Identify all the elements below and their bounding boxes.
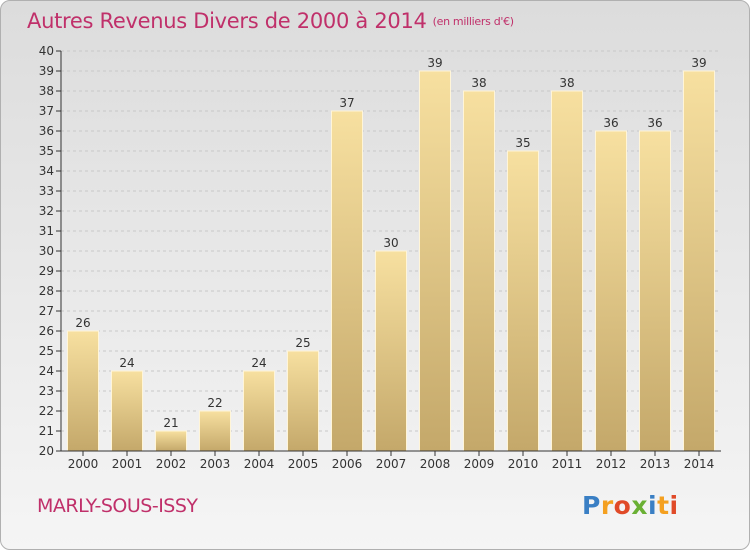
y-tick-label: 36 <box>39 124 54 138</box>
bar-2002 <box>155 430 187 452</box>
y-tick-label: 22 <box>39 404 54 418</box>
logo-letter: o <box>613 491 632 520</box>
x-tick-label: 2012 <box>596 457 627 471</box>
proxiti-logo: Proxiti <box>582 491 679 520</box>
data-label-2001: 24 <box>119 356 134 370</box>
y-tick-label: 33 <box>39 184 54 198</box>
data-label-2000: 26 <box>75 316 90 330</box>
y-tick-label: 28 <box>39 284 54 298</box>
x-tick-label: 2009 <box>464 457 495 471</box>
x-tick-label: 2006 <box>332 457 363 471</box>
y-tick-label: 20 <box>39 444 54 458</box>
x-tick-label: 2010 <box>508 457 539 471</box>
data-labels: 26 24 21 22 24 25 37 30 39 38 35 38 36 36 39 <box>75 56 706 430</box>
y-tick-label: 23 <box>39 384 54 398</box>
bar-2007 <box>375 250 407 452</box>
bar-2004 <box>243 370 275 452</box>
bar-2006 <box>331 110 363 452</box>
title-text: Autres Revenus Divers de 2000 à 2014 <box>27 9 427 33</box>
data-label-2006: 37 <box>339 96 354 110</box>
bar-2001 <box>111 370 143 452</box>
chart-subtitle: (en milliers d'€) <box>432 15 514 28</box>
logo-letter: i <box>648 491 658 520</box>
y-tick-label: 34 <box>39 164 54 178</box>
x-tick-label: 2004 <box>244 457 275 471</box>
x-tick-label: 2003 <box>200 457 231 471</box>
bar-2011 <box>551 90 583 452</box>
y-tick-label: 26 <box>39 324 54 338</box>
data-label-2007: 30 <box>383 236 398 250</box>
bar-2000 <box>67 330 99 452</box>
logo-letter: i <box>669 491 679 520</box>
y-tick-label: 25 <box>39 344 54 358</box>
chart-title: Autres Revenus Divers de 2000 à 2014 (en … <box>27 9 514 33</box>
logo-letter: r <box>600 491 614 520</box>
x-tick-label: 2000 <box>68 457 99 471</box>
logo-letter: t <box>657 491 670 520</box>
data-label-2013: 36 <box>647 116 662 130</box>
y-tick-label: 40 <box>39 44 54 58</box>
bar-2014 <box>683 70 715 452</box>
bar-2013 <box>639 130 671 452</box>
y-tick-label: 37 <box>39 104 54 118</box>
bar-2008 <box>419 70 451 452</box>
y-tick-label: 39 <box>39 64 54 78</box>
y-tick-label: 38 <box>39 84 54 98</box>
data-label-2014: 39 <box>691 56 706 70</box>
bar-2010 <box>507 150 539 452</box>
x-tick-label: 2013 <box>640 457 671 471</box>
data-label-2003: 22 <box>207 396 222 410</box>
y-tick-label: 29 <box>39 264 54 278</box>
logo-letter: x <box>631 491 648 520</box>
bar-2005 <box>287 350 319 452</box>
data-label-2009: 38 <box>471 76 486 90</box>
bar-2012 <box>595 130 627 452</box>
y-tick-label: 27 <box>39 304 54 318</box>
bar-2009 <box>463 90 495 452</box>
data-label-2011: 38 <box>559 76 574 90</box>
y-tick-label: 31 <box>39 224 54 238</box>
y-tick-label: 30 <box>39 244 54 258</box>
x-tick-label: 2008 <box>420 457 451 471</box>
x-tick-label: 2014 <box>684 457 715 471</box>
data-label-2005: 25 <box>295 336 310 350</box>
data-label-2004: 24 <box>251 356 266 370</box>
bar-2003 <box>199 410 231 452</box>
x-tick-label: 2002 <box>156 457 187 471</box>
x-tick-label: 2007 <box>376 457 407 471</box>
commune-name: MARLY-SOUS-ISSY <box>37 495 198 517</box>
x-tick-label: 2011 <box>552 457 583 471</box>
data-label-2002: 21 <box>163 416 178 430</box>
y-tick-label: 21 <box>39 424 54 438</box>
y-tick-label: 32 <box>39 204 54 218</box>
axes: 20 21 22 23 24 25 26 27 28 29 30 31 32 33 34 35 36 37 38 39… <box>39 44 721 471</box>
data-label-2010: 35 <box>515 136 530 150</box>
logo-letter: P <box>582 491 601 520</box>
y-tick-label: 35 <box>39 144 54 158</box>
x-tick-label: 2005 <box>288 457 319 471</box>
y-tick-label: 24 <box>39 364 54 378</box>
data-label-2008: 39 <box>427 56 442 70</box>
x-tick-label: 2001 <box>112 457 143 471</box>
data-label-2012: 36 <box>603 116 618 130</box>
